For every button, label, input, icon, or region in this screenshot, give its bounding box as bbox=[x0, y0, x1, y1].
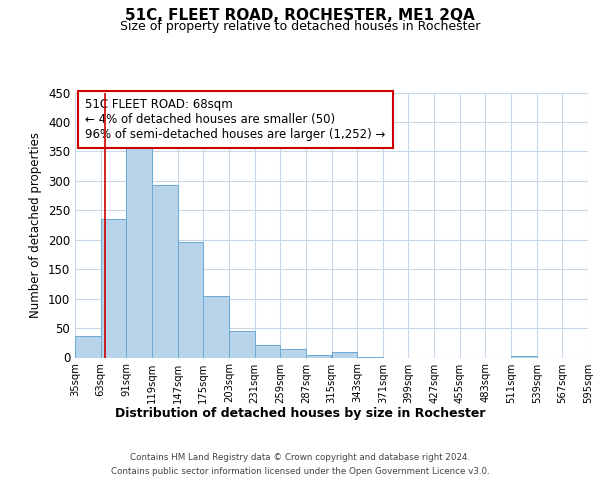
Bar bbox=[280, 348, 306, 358]
Text: Size of property relative to detached houses in Rochester: Size of property relative to detached ho… bbox=[120, 20, 480, 33]
Bar bbox=[178, 242, 203, 358]
Bar bbox=[254, 344, 280, 358]
Bar bbox=[75, 336, 101, 357]
Bar bbox=[203, 296, 229, 358]
Y-axis label: Number of detached properties: Number of detached properties bbox=[29, 132, 43, 318]
Bar bbox=[357, 357, 383, 358]
Text: Contains HM Land Registry data © Crown copyright and database right 2024.: Contains HM Land Registry data © Crown c… bbox=[130, 452, 470, 462]
Bar bbox=[152, 185, 178, 358]
Bar bbox=[127, 144, 152, 358]
Bar bbox=[511, 356, 536, 358]
Bar bbox=[306, 355, 331, 358]
Bar bbox=[331, 352, 357, 358]
Text: 51C, FLEET ROAD, ROCHESTER, ME1 2QA: 51C, FLEET ROAD, ROCHESTER, ME1 2QA bbox=[125, 8, 475, 22]
Bar bbox=[229, 331, 254, 357]
Text: Distribution of detached houses by size in Rochester: Distribution of detached houses by size … bbox=[115, 408, 485, 420]
Bar bbox=[101, 219, 127, 358]
Text: 51C FLEET ROAD: 68sqm
← 4% of detached houses are smaller (50)
96% of semi-detac: 51C FLEET ROAD: 68sqm ← 4% of detached h… bbox=[85, 98, 386, 141]
Text: Contains public sector information licensed under the Open Government Licence v3: Contains public sector information licen… bbox=[110, 468, 490, 476]
